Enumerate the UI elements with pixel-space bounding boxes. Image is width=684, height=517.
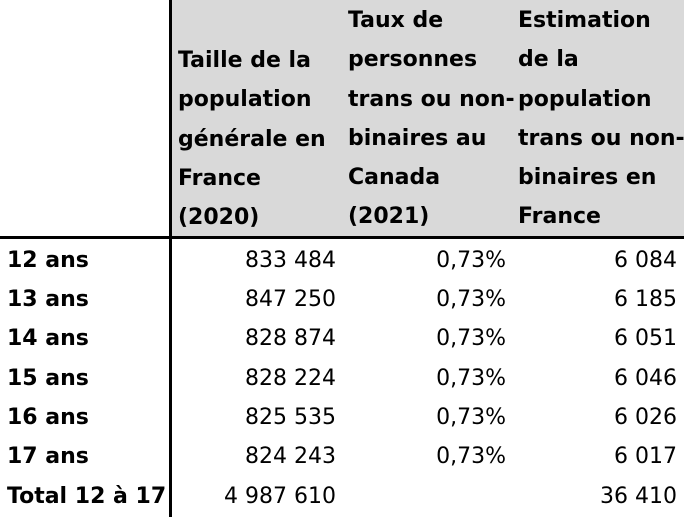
cell-population: 833 484 xyxy=(245,248,336,273)
cell-population: 828 224 xyxy=(245,366,336,391)
cell-estimate: 6 046 xyxy=(614,366,677,391)
cell-population: 824 243 xyxy=(245,444,336,469)
cell-estimate: 6 084 xyxy=(614,248,677,273)
cell-rate: 0,73% xyxy=(436,287,506,312)
header-population: Taille de la population générale en Fran… xyxy=(178,48,326,231)
row-label: 16 ans xyxy=(7,405,89,430)
cell-population: 847 250 xyxy=(245,287,336,312)
header-divider xyxy=(0,236,684,239)
cell-rate: 0,73% xyxy=(436,248,506,273)
cell-rate: 0,73% xyxy=(436,405,506,430)
cell-estimate: 6 051 xyxy=(614,326,677,351)
row-label: 13 ans xyxy=(7,287,89,312)
column-divider xyxy=(169,0,172,517)
cell-estimate: 6 017 xyxy=(614,444,677,469)
header-estimate: Estimation de la population trans ou non… xyxy=(518,8,684,230)
cell-estimate: 6 026 xyxy=(614,405,677,430)
cell-rate: 0,73% xyxy=(436,366,506,391)
row-label: 12 ans xyxy=(7,248,89,273)
cell-population: 828 874 xyxy=(245,326,336,351)
header-background xyxy=(171,0,684,238)
cell-population: 825 535 xyxy=(245,405,336,430)
row-label: 17 ans xyxy=(7,444,89,469)
total-population: 4 987 610 xyxy=(224,484,336,509)
header-rate: Taux de personnes trans ou non- binaires… xyxy=(348,8,515,230)
row-label: 15 ans xyxy=(7,366,89,391)
total-estimate: 36 410 xyxy=(600,484,677,509)
total-label: Total 12 à 17 xyxy=(7,484,167,509)
cell-rate: 0,73% xyxy=(436,326,506,351)
row-label: 14 ans xyxy=(7,326,89,351)
cell-estimate: 6 185 xyxy=(614,287,677,312)
cell-rate: 0,73% xyxy=(436,444,506,469)
